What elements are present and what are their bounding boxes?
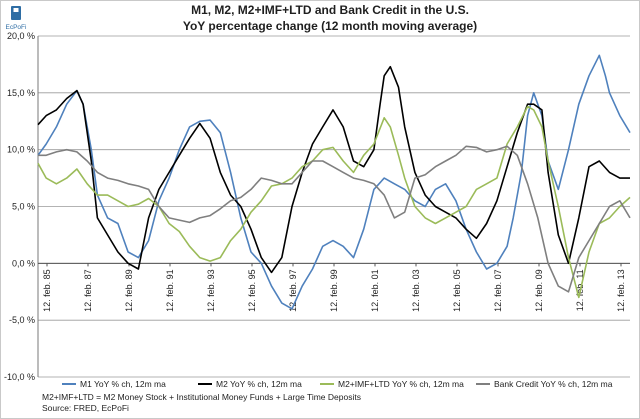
chart-subtitle: YoY percentage change (12 month moving a… (183, 19, 477, 33)
y-tick-label: 10,0 % (7, 145, 35, 155)
chart-title: M1, M2, M2+IMF+LTD and Bank Credit in th… (191, 3, 469, 17)
x-tick-label: 12. feb. 91 (165, 269, 175, 312)
logo-mark-icon: EcPoFi (6, 6, 27, 31)
ecpofi-logo: EcPoFi (4, 4, 28, 32)
footnote-source: Source: FRED, EcPoFi (42, 403, 129, 413)
series-line-3 (37, 105, 631, 299)
y-tick-label: -5,0 % (9, 315, 35, 325)
y-tick-label: 20,0 % (7, 31, 35, 41)
x-tick-label: 12. feb. 95 (247, 269, 257, 312)
x-tick-label: 12. feb. 99 (329, 269, 339, 312)
x-tick-label: 12. feb. 05 (452, 269, 462, 312)
x-tick-label: 12. feb. 89 (124, 269, 134, 312)
x-tick-label: 12. feb. 87 (83, 269, 93, 312)
logo-text: EcPoFi (6, 24, 27, 31)
series-line-2 (37, 65, 630, 274)
x-axis: 12. feb. 85 12. feb. 87 12. feb. 89 12. feb… (42, 263, 626, 312)
y-tick-label: -10,0 % (4, 372, 35, 382)
series-lines (37, 54, 631, 310)
x-tick-label: 12. feb. 07 (493, 269, 503, 312)
x-tick-label: 12. feb. 09 (534, 269, 544, 312)
y-tick-label: 0,0 % (12, 258, 35, 268)
legend-label: M1 YoY % ch, 12m ma (80, 379, 166, 389)
x-tick-label: 12. feb. 03 (411, 269, 421, 312)
y-axis: -10,0 % -5,0 % 0,0 % 5,0 % 10,0 % 15,0 % 20,0 … (4, 31, 630, 382)
y-tick-label: 5,0 % (12, 202, 35, 212)
x-tick-label: 12. feb. 97 (288, 269, 298, 312)
x-tick-label: 12. feb. 85 (42, 269, 52, 312)
legend: M1 YoY % ch, 12m ma M2 YoY % ch, 12m ma M2… (62, 379, 613, 389)
footnote-definition: M2+IMF+LTD = M2 Money Stock + Institutio… (42, 392, 361, 402)
x-tick-label: 12. feb. 13 (616, 269, 626, 312)
legend-label: Bank Credit YoY % ch, 12m ma (494, 379, 613, 389)
y-tick-label: 15,0 % (7, 88, 35, 98)
x-tick-label: 12. feb. 93 (206, 269, 216, 312)
legend-label: M2 YoY % ch, 12m ma (216, 379, 302, 389)
x-tick-label: 12. feb. 01 (370, 269, 380, 312)
legend-label: M2+IMF+LTD YoY % ch, 12m ma (338, 379, 464, 389)
series-line-4 (38, 145, 631, 293)
